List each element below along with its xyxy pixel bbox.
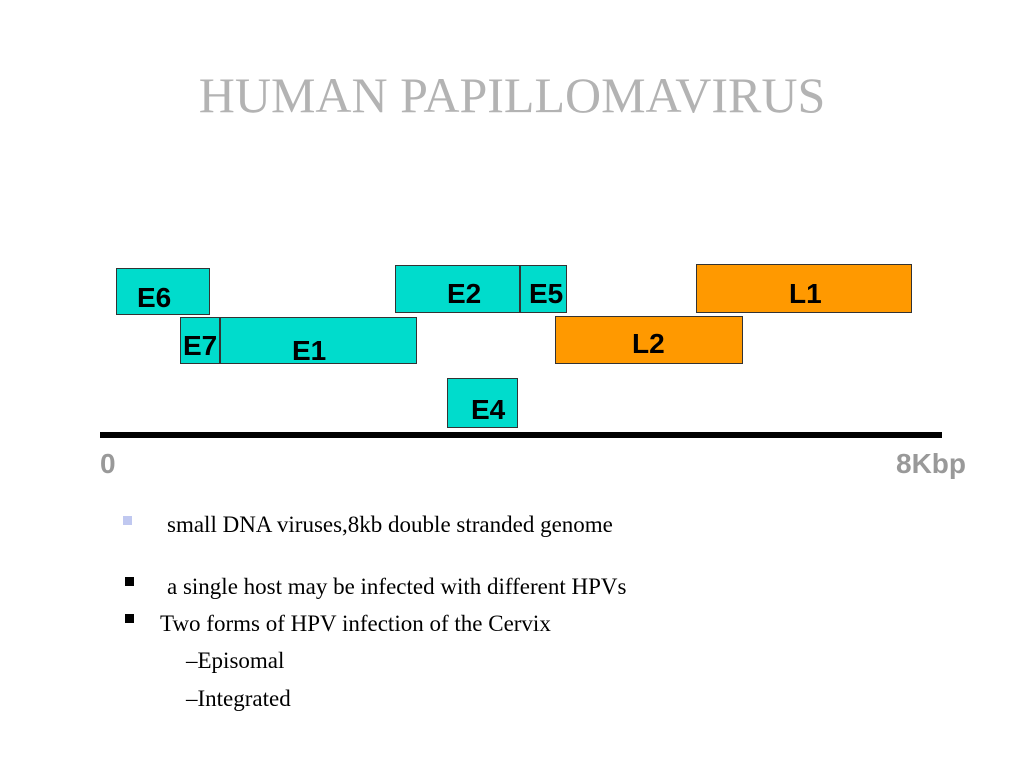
gene-e2-e5-box: E2 E5 bbox=[395, 265, 567, 313]
gene-e2-label: E2 bbox=[447, 278, 482, 309]
gene-e2-e5-divider bbox=[519, 266, 521, 312]
gene-l1-box: L1 bbox=[696, 264, 912, 313]
gene-e4-label: E4 bbox=[471, 394, 506, 425]
gene-e1-label: E1 bbox=[292, 335, 327, 366]
gene-e7-e1-box: E7 E1 bbox=[180, 317, 417, 366]
gene-l2-label: L2 bbox=[632, 328, 665, 359]
sub-bullet-item: –Episomal bbox=[186, 648, 285, 673]
bullet-marker bbox=[123, 516, 132, 525]
gene-e5-label: E5 bbox=[529, 278, 564, 309]
gene-l2-box: L2 bbox=[555, 316, 743, 364]
genome-axis bbox=[100, 432, 942, 438]
gene-e6-box: E6 bbox=[116, 268, 210, 315]
gene-e6-label: E6 bbox=[137, 282, 172, 313]
sub-bullet-item: –Integrated bbox=[186, 686, 291, 711]
bullet-marker bbox=[125, 577, 134, 586]
axis-end-label: 8Kbp bbox=[896, 448, 966, 479]
slide-title: HUMAN PAPILLOMAVIRUS bbox=[198, 67, 826, 123]
bullet-item: small DNA viruses,8kb double stranded ge… bbox=[167, 512, 613, 537]
axis-start-label: 0 bbox=[100, 448, 116, 479]
bullet-item: Two forms of HPV infection of the Cervix bbox=[160, 611, 551, 636]
bullet-item: a single host may be infected with diffe… bbox=[167, 574, 627, 599]
gene-e4-box: E4 bbox=[447, 378, 518, 428]
bullet-marker bbox=[125, 614, 134, 623]
gene-e7-e1-divider bbox=[219, 318, 221, 363]
gene-l1-label: L1 bbox=[789, 278, 822, 309]
gene-e7-label: E7 bbox=[183, 330, 218, 361]
